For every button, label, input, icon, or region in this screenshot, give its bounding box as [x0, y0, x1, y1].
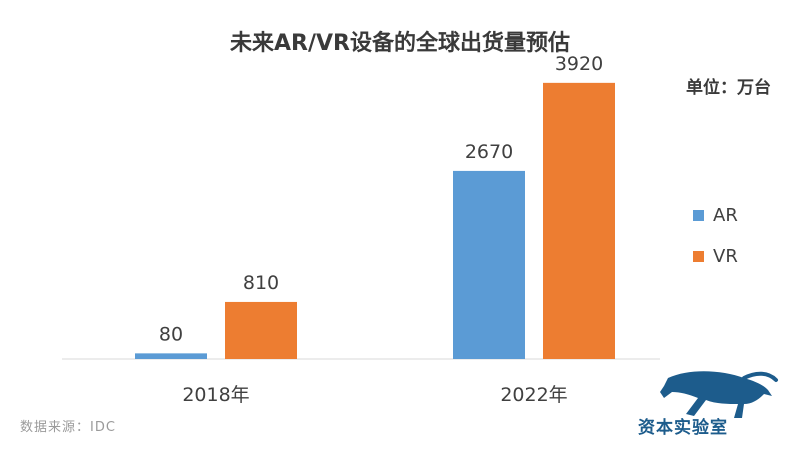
bar-ar-1: [453, 170, 525, 359]
legend: AR VR: [693, 205, 738, 267]
panther-icon: [660, 371, 778, 418]
x-tick-labels: 2018年 2022年: [182, 384, 567, 406]
data-label-ar-0: 80: [159, 323, 183, 345]
x-tick-label-1: 2022年: [500, 384, 567, 406]
legend-swatch-ar: [693, 210, 704, 221]
x-tick-label-0: 2018年: [182, 384, 249, 406]
legend-swatch-vr: [693, 251, 704, 262]
source-note: 数据来源：IDC: [20, 420, 116, 435]
bar-ar-0: [135, 353, 207, 359]
bar-vr-1: [543, 82, 615, 359]
brand-name: 资本实验室: [638, 417, 728, 438]
data-label-vr-1: 3920: [555, 53, 603, 75]
brand-logo: 资本实验室: [638, 371, 778, 438]
bar-vr-0: [225, 301, 297, 359]
chart-title: 未来AR/VR设备的全球出货量预估: [230, 30, 570, 56]
data-label-vr-0: 810: [243, 272, 279, 294]
bars-group: 80 810 2670 3920: [135, 53, 615, 359]
unit-label: 单位：万台: [686, 77, 771, 98]
legend-label-ar: AR: [713, 205, 738, 226]
data-label-ar-1: 2670: [465, 141, 513, 163]
legend-label-vr: VR: [713, 246, 738, 267]
